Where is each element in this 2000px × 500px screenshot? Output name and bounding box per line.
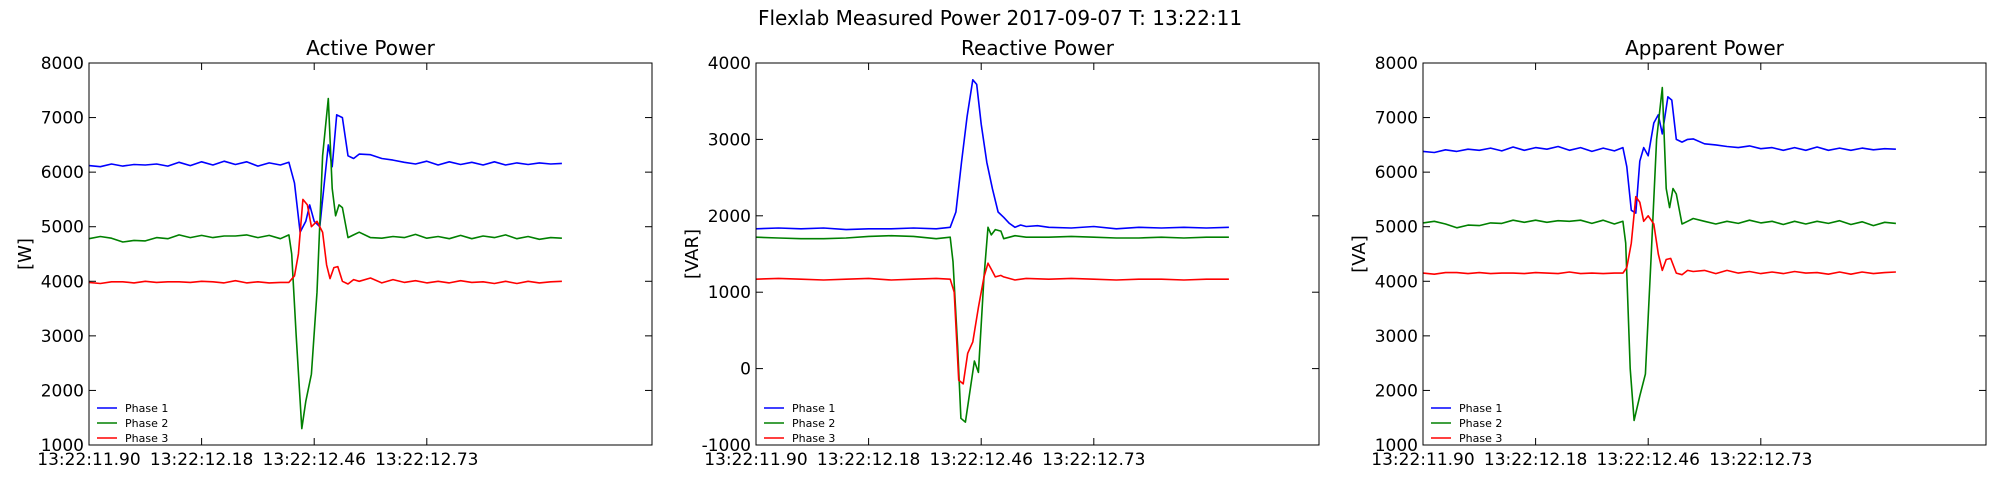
plot-frame — [755, 62, 1320, 446]
y-tick-label: 3000 — [1375, 327, 1418, 347]
chart-title: Reactive Power — [961, 36, 1115, 60]
x-tick-label: 13:22:11.90 — [704, 450, 807, 470]
chart-panel-2: Reactive Power [VAR] -1000 0 1000 2000 3000 400… — [682, 36, 1320, 470]
x-tick-label: 13:22:11.90 — [37, 450, 140, 470]
series-line-phase-3 — [88, 198, 562, 285]
panels: Active Power [W] 1000 2000 3000 4000 5000 6000 7… — [15, 36, 1987, 470]
y-tick-label: 4000 — [41, 272, 84, 292]
y-tick-label: 4000 — [708, 54, 751, 74]
y-tick-label: 5000 — [1375, 218, 1418, 238]
series-line-phase-2 — [1422, 86, 1896, 422]
chart-title: Active Power — [306, 36, 435, 60]
legend-label-phase-3: Phase 3 — [125, 432, 168, 445]
legend: Phase 1 Phase 2 Phase 3 — [1431, 402, 1502, 445]
y-axis-label: [VA] — [1349, 235, 1370, 273]
y-tick-label: 1000 — [41, 436, 84, 456]
x-tick-label: 13:22:12.46 — [1597, 450, 1700, 470]
chart-title: Apparent Power — [1625, 36, 1785, 60]
y-tick-label: 0 — [740, 360, 751, 380]
y-tick-label: 5000 — [41, 218, 84, 238]
series-line-phase-1 — [88, 114, 562, 233]
chart-panel-3: Apparent Power [VA] 1000 2000 3000 4000 5000 60… — [1349, 36, 1987, 470]
legend-label-phase-1: Phase 1 — [792, 402, 835, 415]
series-line-phase-2 — [88, 97, 562, 430]
legend: Phase 1 Phase 2 Phase 3 — [97, 402, 168, 445]
x-tick-label: 13:22:12.18 — [817, 450, 920, 470]
legend-label-phase-1: Phase 1 — [1459, 402, 1502, 415]
series-line-phase-3 — [755, 262, 1229, 385]
y-tick-label: 2000 — [1375, 381, 1418, 401]
x-tick-label: 13:22:12.73 — [1709, 450, 1812, 470]
legend: Phase 1 Phase 2 Phase 3 — [764, 402, 835, 445]
y-tick-label: 6000 — [1375, 163, 1418, 183]
y-tick-label: 1000 — [1375, 436, 1418, 456]
series-line-phase-1 — [755, 79, 1229, 231]
x-tick-label: 13:22:12.46 — [263, 450, 366, 470]
legend-label-phase-1: Phase 1 — [125, 402, 168, 415]
x-tick-label: 13:22:12.73 — [375, 450, 478, 470]
legend-label-phase-3: Phase 3 — [792, 432, 835, 445]
plot-frame — [88, 62, 653, 446]
legend-label-phase-2: Phase 2 — [1459, 417, 1502, 430]
legend-label-phase-2: Phase 2 — [792, 417, 835, 430]
chart-panel-1: Active Power [W] 1000 2000 3000 4000 5000 6000 7… — [15, 36, 653, 470]
legend-label-phase-3: Phase 3 — [1459, 432, 1502, 445]
x-tick-label: 13:22:12.18 — [150, 450, 253, 470]
y-tick-label: 3000 — [41, 327, 84, 347]
series-line-phase-1 — [1422, 96, 1896, 214]
y-axis-label: [VAR] — [682, 229, 703, 279]
x-tick-label: 13:22:12.18 — [1484, 450, 1587, 470]
x-tick-label: 13:22:12.46 — [930, 450, 1033, 470]
y-tick-label: 8000 — [41, 54, 84, 74]
y-tick-label: 6000 — [41, 163, 84, 183]
y-axis-label: [W] — [15, 238, 36, 270]
legend-label-phase-2: Phase 2 — [125, 417, 168, 430]
y-tick-label: 3000 — [708, 130, 751, 150]
x-tick-label: 13:22:12.73 — [1042, 450, 1145, 470]
x-tick-label: 13:22:11.90 — [1371, 450, 1474, 470]
y-tick-label: 8000 — [1375, 54, 1418, 74]
y-tick-label: 7000 — [1375, 109, 1418, 129]
y-tick-label: 1000 — [708, 283, 751, 303]
series-line-phase-2 — [755, 226, 1229, 423]
y-tick-label: 4000 — [1375, 272, 1418, 292]
plot-frame — [1422, 62, 1987, 446]
y-tick-label: -1000 — [702, 436, 751, 456]
series-line-phase-3 — [1422, 195, 1896, 276]
figure-suptitle: Flexlab Measured Power 2017-09-07 T: 13:… — [758, 6, 1242, 30]
y-tick-label: 7000 — [41, 109, 84, 129]
y-tick-label: 2000 — [41, 381, 84, 401]
y-tick-label: 2000 — [708, 207, 751, 227]
